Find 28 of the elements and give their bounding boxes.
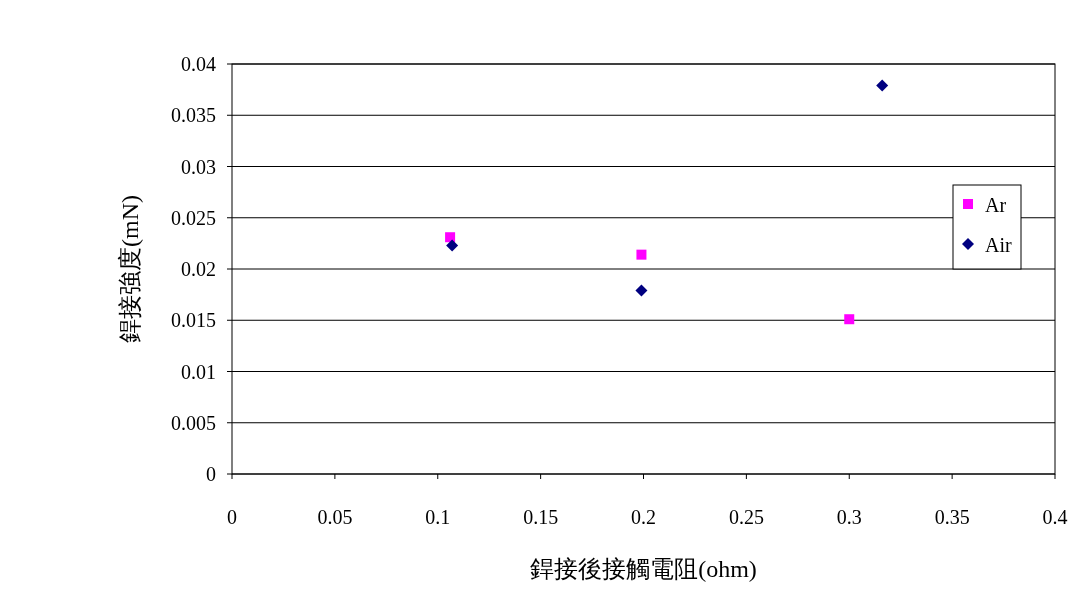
point [446,239,459,252]
y-tick-label: 0.015 [171,309,216,332]
x-tick-label: 0.3 [836,506,862,528]
x-tick-label: 0.35 [934,506,970,528]
y-tick-label: 0.03 [181,155,216,178]
x-tick-label: 0.4 [1042,506,1068,528]
y-tick-label: 0.025 [171,206,216,229]
x-tick-label: 0.25 [728,506,764,528]
y-tick-label: 0.02 [181,258,216,280]
point [636,249,647,260]
y-tick-label: 0.01 [181,360,216,383]
legend-label: Air [985,234,1012,256]
point [876,79,889,92]
x-tick-label: 0.1 [425,506,451,528]
y-axis-title: 銲接強度(mN) [117,195,143,343]
x-axis-title: 銲接後接觸電阻(ohm) [530,556,757,582]
point [445,232,456,243]
y-tick-label: 0.035 [171,104,216,127]
x-tick-label: 0.2 [631,506,656,528]
x-tick-label: 0.05 [317,506,353,528]
x-tick-label: 0 [227,506,237,528]
y-tick-label: 0 [206,463,216,485]
y-tick-label: 0.005 [171,411,216,434]
y-tick-label: 0.04 [181,53,216,75]
legend-label: Ar [985,194,1007,216]
x-tick-label: 0.15 [523,506,559,528]
point [635,284,648,297]
point [844,314,855,325]
